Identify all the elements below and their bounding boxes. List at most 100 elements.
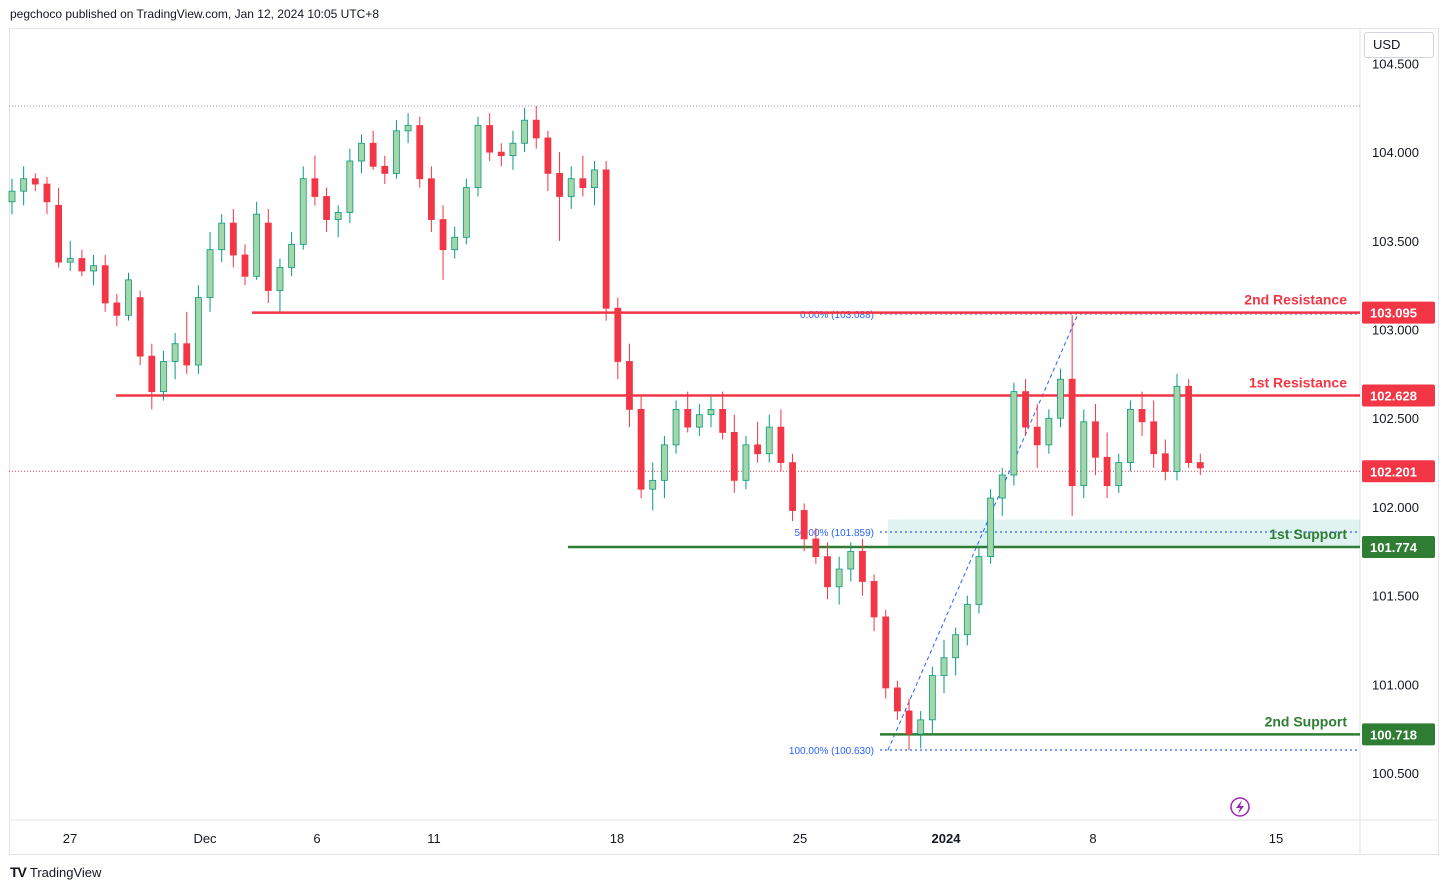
candle: [1022, 379, 1029, 436]
candle: [311, 155, 319, 206]
candle-body: [742, 444, 750, 481]
candle: [963, 595, 971, 646]
fib-level-label-2: 100.00% (100.630): [789, 746, 874, 757]
candle-body: [206, 249, 214, 299]
candle: [882, 609, 890, 699]
y-tick-label-3: 103.000: [1372, 323, 1419, 338]
level-price-tag-1: 102.628: [1362, 384, 1435, 407]
x-tick-label-5: 25: [793, 831, 807, 846]
candle: [672, 400, 680, 454]
candle-body: [987, 497, 994, 558]
candle: [1103, 432, 1111, 499]
candle: [288, 231, 296, 277]
candle-body: [31, 178, 39, 185]
candle: [684, 391, 692, 433]
candle-body: [765, 426, 773, 455]
candle: [1196, 453, 1204, 476]
candle: [905, 698, 913, 750]
candle-body: [1196, 462, 1204, 469]
candle: [8, 178, 16, 215]
candle: [90, 255, 97, 286]
candle-body: [8, 190, 16, 203]
candle: [719, 391, 727, 440]
candle: [1045, 409, 1053, 454]
candle: [649, 462, 657, 511]
candle: [835, 556, 843, 605]
candle-body: [521, 119, 528, 144]
candle: [1092, 404, 1099, 476]
candle: [812, 528, 820, 564]
candle-body: [695, 414, 703, 428]
x-tick-label-3: 11: [427, 831, 441, 846]
candlestick-series: [8, 106, 1204, 750]
candle: [148, 343, 156, 410]
candle-body: [1033, 426, 1041, 446]
candle: [1150, 400, 1158, 468]
fib-level-label-1: 50.00% (101.859): [794, 528, 874, 539]
x-tick-label-0: 27: [63, 831, 77, 846]
candle: [661, 435, 668, 499]
candle: [567, 166, 575, 209]
candle: [78, 249, 86, 277]
x-tick-label-6: 2024: [932, 831, 962, 846]
level-price-tag-1-bg: [1362, 384, 1435, 407]
price-axis: 104.500 104.000 103.500 103.000 102.500 102.0…: [1372, 56, 1419, 781]
candle-body: [579, 178, 587, 189]
candle-body: [940, 657, 948, 676]
chart-frame[interactable]: [9, 28, 1439, 855]
candle-body: [754, 444, 761, 455]
candle-body: [125, 279, 132, 316]
candle-body: [1127, 408, 1134, 463]
candle-body: [427, 178, 435, 220]
y-tick-label-0: 104.500: [1372, 56, 1419, 71]
fib-trend-line: [887, 313, 1079, 751]
currency-selector[interactable]: USD: [1364, 32, 1434, 58]
level-price-tag-3: 100.718: [1362, 723, 1435, 746]
candle-body: [346, 160, 354, 213]
candle-body: [78, 258, 86, 272]
candle: [1080, 409, 1088, 499]
candle-body: [1173, 385, 1181, 472]
candle: [113, 294, 121, 326]
candle-body: [556, 173, 563, 197]
candle-body: [614, 307, 622, 362]
candle-body: [567, 178, 575, 197]
candle: [800, 503, 808, 552]
candle: [742, 435, 750, 490]
candle-body: [917, 719, 925, 735]
candle-body: [637, 408, 645, 490]
candle-body: [311, 178, 319, 197]
y-tick-label-2: 103.500: [1372, 234, 1419, 249]
level-name-label-2: 1st Support: [1269, 526, 1347, 542]
candle: [183, 311, 191, 374]
lightning-icon[interactable]: [1230, 797, 1250, 817]
candle-body: [486, 125, 494, 153]
candle: [940, 640, 948, 694]
candle-body: [789, 462, 796, 511]
candle: [1161, 439, 1169, 481]
candle: [1068, 315, 1076, 516]
candle: [160, 350, 167, 401]
candle-body: [416, 125, 424, 180]
level-name-label-1: 1st Resistance: [1249, 375, 1347, 391]
candle-body: [777, 426, 785, 463]
candle-body: [1022, 391, 1029, 428]
candle-body: [101, 265, 109, 304]
level-price-tag-0-bg: [1362, 301, 1435, 324]
level-name-label-3: 2nd Support: [1265, 713, 1348, 729]
candle: [299, 166, 307, 250]
candle-body: [358, 142, 365, 162]
candle: [253, 201, 261, 280]
candle: [101, 255, 109, 312]
tradingview-logo-icon: TV: [10, 864, 27, 880]
candle-body: [730, 432, 738, 481]
candle-body: [719, 408, 727, 433]
candle-body: [1010, 391, 1018, 476]
candle-body: [894, 687, 901, 712]
candle-body: [1057, 378, 1064, 419]
candle-body: [113, 302, 121, 316]
candle-body: [870, 581, 878, 618]
level-price-tag-2-text: 101.774: [1370, 540, 1418, 555]
candle-body: [882, 616, 890, 689]
